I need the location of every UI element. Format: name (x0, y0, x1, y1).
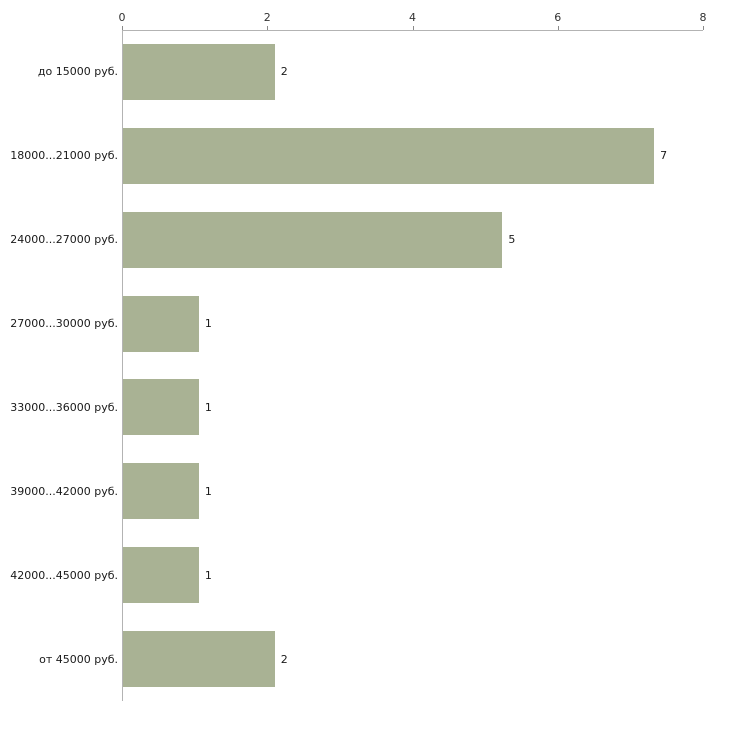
chart-row: 24000...27000 руб. 5 (0, 198, 730, 282)
chart-row: 33000...36000 руб. 1 (0, 366, 730, 450)
category-label: 33000...36000 руб. (10, 400, 118, 414)
x-tick-mark (703, 26, 704, 30)
x-tick-label: 4 (409, 11, 416, 24)
bar (123, 127, 655, 184)
category-label: 42000...45000 руб. (10, 568, 118, 582)
bar-area: 1 (123, 366, 730, 450)
value-label: 1 (204, 568, 212, 582)
x-tick-mark (412, 26, 414, 30)
category-label: 24000...27000 руб. (10, 233, 118, 247)
x-axis-line (122, 30, 703, 31)
value-label: 5 (508, 233, 516, 247)
chart-row: до 15000 руб. 2 (0, 30, 730, 114)
bar-area: 1 (123, 449, 730, 533)
x-tick-label: 8 (699, 11, 707, 24)
bar (123, 631, 275, 688)
x-tick-label: 2 (263, 11, 271, 24)
x-tick-mark (557, 26, 559, 30)
y-axis-line (122, 30, 123, 701)
x-tick-label: 6 (554, 11, 562, 24)
value-label: 1 (204, 484, 212, 498)
value-label: 1 (204, 317, 212, 331)
bar-area: 5 (123, 198, 730, 282)
value-label: 2 (280, 65, 288, 79)
bar-area: 2 (123, 617, 730, 701)
value-label: 2 (280, 652, 288, 666)
category-label: 18000...21000 руб. (10, 149, 118, 163)
bar-area: 7 (123, 114, 730, 198)
bar (123, 547, 199, 604)
bar (123, 463, 199, 520)
x-tick-mark (267, 26, 269, 30)
category-label: до 15000 руб. (37, 65, 118, 79)
value-label: 1 (204, 400, 212, 414)
value-label: 7 (660, 149, 668, 163)
bar (123, 379, 199, 436)
category-label: 27000...30000 руб. (10, 317, 118, 331)
bar (123, 211, 503, 268)
x-tick-label: 0 (118, 11, 126, 24)
chart-row: 27000...30000 руб. 1 (0, 282, 730, 366)
x-tick-mark (122, 26, 123, 30)
chart-row: от 45000 руб. 2 (0, 617, 730, 701)
rows: до 15000 руб. 2 18000...21000 руб. 7 24000..… (0, 30, 730, 701)
x-axis: 0 2 4 6 8 (118, 0, 707, 30)
chart-row: 42000...45000 руб. 1 (0, 533, 730, 617)
bar (123, 43, 275, 100)
bar-area: 2 (123, 30, 730, 114)
chart-row: 39000...42000 руб. 1 (0, 449, 730, 533)
bar-area: 1 (123, 533, 730, 617)
chart-row: 18000...21000 руб. 7 (0, 114, 730, 198)
bar (123, 295, 199, 352)
bar-area: 1 (123, 282, 730, 366)
category-label: от 45000 руб. (39, 652, 118, 666)
category-label: 39000...42000 руб. (10, 484, 118, 498)
